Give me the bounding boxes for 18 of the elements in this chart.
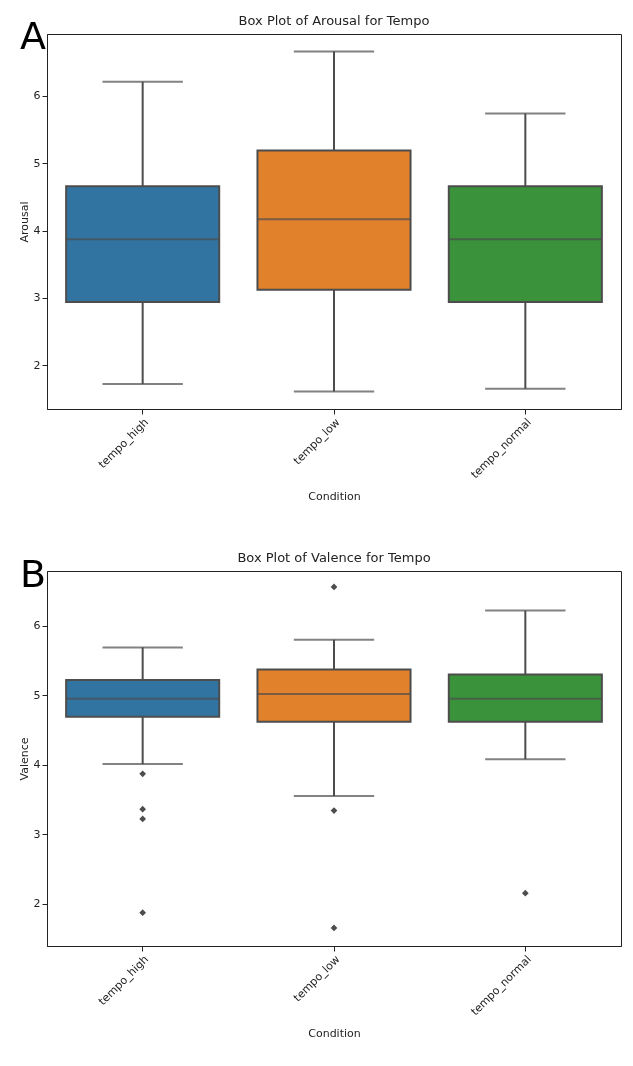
y-tick-label: 3	[33, 827, 41, 841]
text: A	[20, 14, 46, 58]
y-tick-label: 5	[33, 688, 41, 702]
y-tick-label: 5	[33, 156, 41, 170]
y-tick-label: 2	[33, 897, 41, 911]
y-tick-label: 2	[33, 358, 41, 372]
y-tick-label: 6	[33, 619, 41, 633]
chart-title: Box Plot of Valence for Tempo	[237, 550, 431, 565]
y-tick-label: 4	[33, 224, 41, 238]
y-tick-label: 4	[33, 758, 41, 772]
y-axis-title: Arousal	[17, 201, 31, 243]
y-axis-title: Valence	[17, 737, 31, 781]
chart-title: Box Plot of Arousal for Tempo	[238, 13, 430, 28]
x-axis-title: Condition	[308, 489, 361, 503]
y-tick-label: 6	[33, 89, 41, 103]
x-axis-title: Condition	[308, 1026, 361, 1040]
text: B	[20, 552, 47, 596]
y-tick-label: 3	[33, 291, 41, 305]
